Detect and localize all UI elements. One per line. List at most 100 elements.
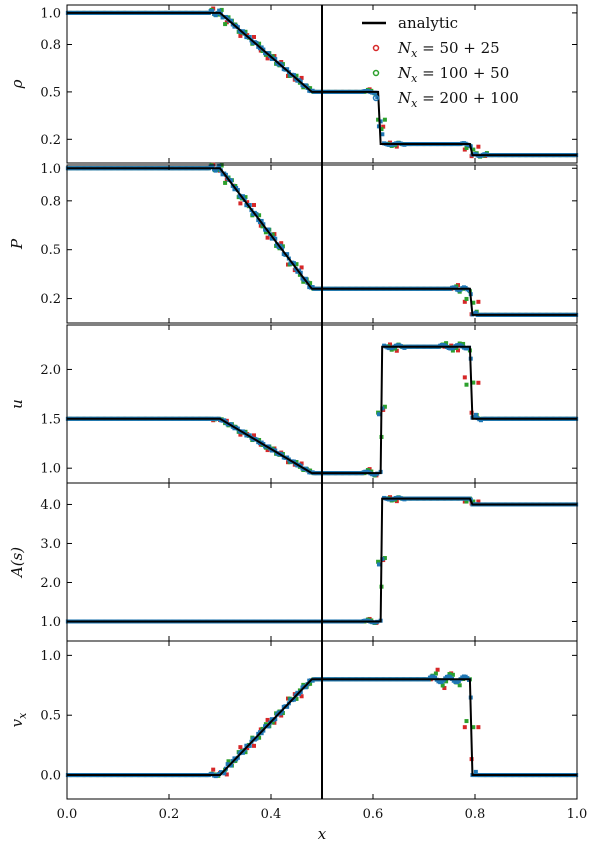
data-point [450,348,455,353]
data-point [265,448,270,453]
data-point [464,146,469,151]
data-point [257,437,262,442]
data-point [299,694,304,699]
data-point [303,276,308,281]
legend-marker-swatch [372,44,380,52]
data-point [211,767,216,772]
legend: analytic Nx = 50 + 25 Nx = 100 + 50 Nx = 20… [362,14,519,110]
data-point [247,202,252,207]
legend-label: Nx = 200 + 100 [397,89,519,110]
panel-5: 0.0 0.5 1.0 vx [8,640,579,800]
data-point [254,736,259,741]
data-point [461,341,466,346]
data-point [238,745,243,750]
data-point [308,86,313,91]
data-point [285,252,290,257]
data-point [213,13,218,18]
data-point [210,9,215,14]
data-point [265,717,270,722]
data-point [252,743,256,748]
data-point [376,559,381,564]
data-point [379,127,384,132]
data-point [471,380,476,385]
data-point [303,83,308,88]
data-point [285,67,290,72]
analytic-line [67,11,577,157]
data-point [263,230,268,235]
data-point [257,735,262,740]
data-point [473,769,478,774]
data-point [380,132,385,137]
x-axis-label: x [318,825,327,843]
data-point [299,75,304,80]
data-point [471,300,476,305]
data-point [375,95,380,100]
data-point [294,460,299,465]
data-point [219,163,224,168]
data-point [279,713,284,718]
data-point [240,194,245,199]
legend-marker-swatch [372,69,380,77]
data-point [285,704,290,709]
data-point [229,18,234,23]
data-point [235,188,240,193]
panel-1: 0.2 0.5 0.8 1.0 ρ [8,4,579,164]
analytic-line [67,345,577,475]
y-tick-label: 1.0 [40,462,61,477]
y-tick-label: 0.5 [40,85,61,100]
panel-3: 1.0 1.5 2.0 u [8,324,579,484]
y-tick-label: 2.0 [40,363,61,378]
data-point [257,41,262,46]
legend-marker-swatch [372,94,380,102]
y-axis-label: P [8,238,26,250]
y-tick-label: 1.0 [40,649,61,664]
data-point [229,178,234,183]
y-tick-label: 0.0 [40,769,61,784]
data-point [240,750,245,755]
analytic-line [67,167,577,316]
data-point [464,382,469,387]
data-point [471,499,476,504]
x-tick-label: 0.2 [159,807,180,822]
data-point [476,725,481,730]
data-point [273,717,278,722]
data-point [266,227,271,232]
panel-4: 1.0 2.0 3.0 4.0 A(s) [8,482,579,642]
data-point [259,731,264,736]
data-point [223,180,228,185]
data-point [464,296,469,301]
data-point [224,772,229,777]
data-point [294,73,299,78]
data-point [259,218,264,223]
data-point [442,686,447,691]
y-axis-label: ρ [8,79,26,89]
data-point [376,117,381,122]
data-point [382,556,387,561]
data-point [260,224,265,229]
data-point [440,683,445,688]
data-point [238,432,243,437]
data-point [270,232,275,237]
y-tick-label: 0.8 [40,38,61,53]
data-point [273,236,278,241]
data-point [447,672,452,677]
data-point [291,261,296,266]
data-point [247,743,252,748]
data-point [476,299,481,304]
data-point [473,412,478,417]
y-tick-label: 2.0 [40,576,61,591]
x-tick-label: 0.0 [57,807,78,822]
data-point [472,415,477,420]
data-point [252,433,256,438]
data-point [219,7,224,12]
data-point [252,35,256,39]
data-point [265,235,270,240]
data-point [462,375,467,380]
data-point [270,720,275,725]
data-point [473,310,478,315]
data-point [457,683,462,688]
data-point [382,117,387,122]
data-point [435,667,440,672]
data-point [226,759,231,764]
